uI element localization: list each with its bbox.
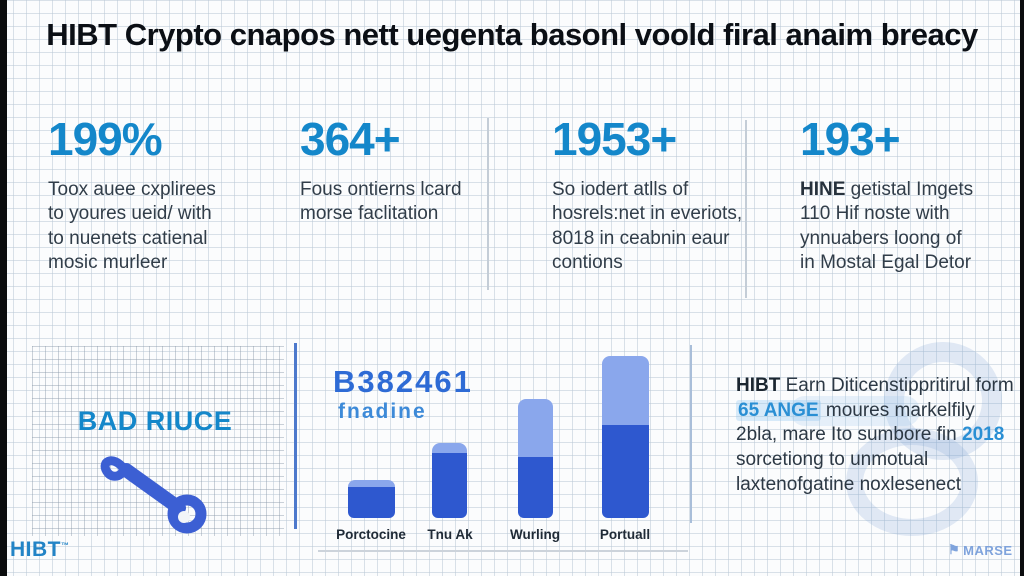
note-segment-highlight: 65 ANGE xyxy=(736,399,821,421)
partner-logo: ⚑ MARSE xyxy=(948,542,1013,558)
bar-segment-light xyxy=(602,356,649,425)
stat-desc-line: ynnuabers loong of xyxy=(800,227,962,249)
stat-desc-lead: HINE xyxy=(800,179,846,200)
stat-desc-line: contions xyxy=(552,251,623,273)
partner-logo-text: MARSE xyxy=(963,542,1013,558)
bar-segment-light xyxy=(348,480,395,487)
stat-desc-line: HINE getistal Imgets xyxy=(800,178,1014,202)
section-divider xyxy=(690,345,692,523)
stat-description: So iodert atlls of hosrels:net in everio… xyxy=(552,178,782,275)
marse-logo-icon: ⚑ xyxy=(948,542,961,557)
stat-desc-line: mosic murleer xyxy=(48,251,168,273)
note-segment: HIBT xyxy=(736,375,781,396)
grid-accent-patch xyxy=(32,346,284,536)
trademark-mark: ™ xyxy=(61,541,70,550)
note-segment-highlight: 2018 xyxy=(962,424,1005,446)
stat-desc-line: 8018 in ceabnin eaur xyxy=(552,227,730,249)
badge-label: BAD RIUCE xyxy=(77,406,233,436)
stat-card: 193+ HINE getistal Imgets 110 Hif noste … xyxy=(800,116,1014,275)
stat-value: 199% xyxy=(48,113,163,165)
chart-title: B382461 xyxy=(333,364,473,399)
stat-desc-line: morse faclitation xyxy=(300,203,439,225)
stat-card: 1953+ So iodert atlls of hosrels:net in … xyxy=(552,116,782,275)
column-divider xyxy=(745,120,747,298)
stat-desc-line: Toox auee cxplirees xyxy=(48,179,216,200)
stat-value: 364+ xyxy=(300,113,401,165)
bar-label: Portuall xyxy=(599,527,651,542)
stat-desc-lead-rest: getistal Imgets xyxy=(845,179,974,200)
stat-value: 193+ xyxy=(800,113,901,165)
left-edge-bar xyxy=(0,0,7,576)
stat-description: HINE getistal Imgets 110 Hif noste with … xyxy=(800,178,1014,275)
section-divider xyxy=(294,343,297,529)
bar-label: Tnu Ak xyxy=(427,527,473,542)
bar-segment-dark xyxy=(602,425,649,518)
bar-segment-light xyxy=(518,399,553,457)
chart-bar xyxy=(518,399,553,518)
stat-card: 199% Toox auee cxplirees to youres ueid/… xyxy=(48,116,273,275)
bar-label: Porctocine xyxy=(336,527,406,542)
stat-description: Toox auee cxplirees to youres ueid/ with… xyxy=(48,178,273,275)
note-text: HIBT Earn Diticenstippritirul form 65 AN… xyxy=(736,374,1014,497)
watermark-blob xyxy=(790,396,920,426)
note-segment: moures markelfily 2bla, mare Ito sumbore… xyxy=(736,399,975,446)
note-segment: Earn Diticenstippritirul form xyxy=(780,375,1014,396)
bar-segment-dark xyxy=(518,457,553,518)
stat-desc-line: to nuenets catienal xyxy=(48,227,208,249)
bar-segment-dark xyxy=(432,453,467,518)
stat-value: 1953+ xyxy=(552,113,677,165)
column-divider xyxy=(487,118,489,290)
bar-label: Wurling xyxy=(510,527,560,542)
chart-baseline xyxy=(318,550,688,552)
stat-card: 364+ Fous ontierns lcard morse faclitati… xyxy=(300,116,490,227)
bar-segment-dark xyxy=(348,487,395,518)
stat-desc-line: to youres ueid/ with xyxy=(48,203,212,225)
stat-desc-line: in Mostal Egal Detor xyxy=(800,251,972,273)
chart-bar xyxy=(348,480,395,518)
bar-segment-light xyxy=(432,443,467,453)
stat-desc-line: 110 Hif noste with xyxy=(800,203,950,225)
chart-bar xyxy=(602,356,649,518)
stat-desc-line: Fous ontierns lcard xyxy=(300,179,462,200)
key-icon xyxy=(93,448,215,541)
brand-logo-text: HIBT xyxy=(10,538,61,561)
chart-bar xyxy=(432,443,467,518)
chart-subtitle: fnadine xyxy=(338,400,427,423)
stat-description: Fous ontierns lcard morse faclitation xyxy=(300,178,490,227)
stat-desc-line: hosrels:net in everiots, xyxy=(552,203,743,225)
page-title: HIBT Crypto cnapos nett uegenta basonl v… xyxy=(46,17,978,52)
stat-desc-line: So iodert atlls of xyxy=(552,179,689,200)
right-edge-bar xyxy=(1020,0,1024,576)
note-segment: sorcetiong to unmotual laxtenofgatine no… xyxy=(736,449,961,495)
brand-logo: HIBT™ xyxy=(10,538,70,562)
